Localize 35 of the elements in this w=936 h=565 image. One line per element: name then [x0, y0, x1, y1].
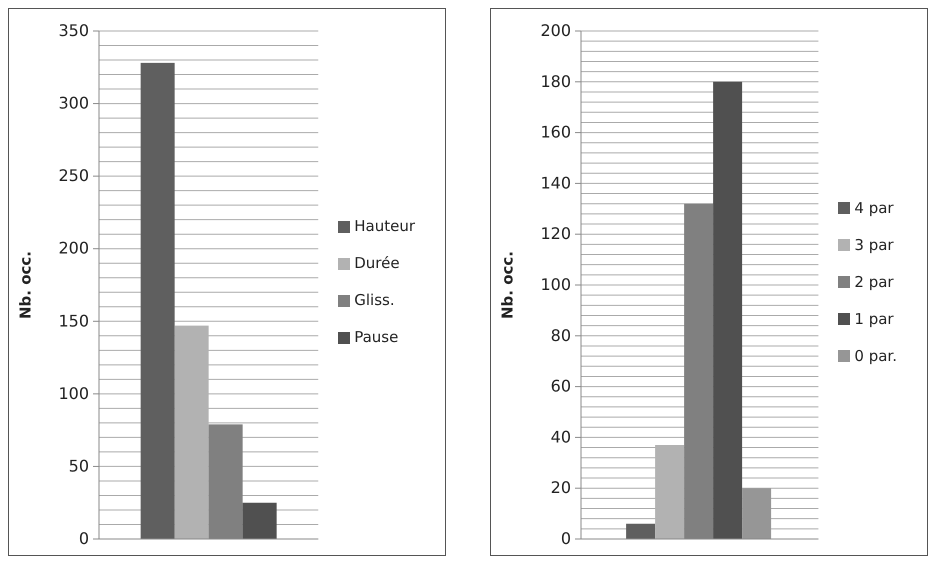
y-axis-title: Nb. occ. — [498, 251, 516, 319]
legend-label: Gliss. — [354, 291, 395, 309]
y-tick-label: 60 — [550, 376, 571, 396]
bar — [242, 502, 277, 539]
legend-label: Pause — [354, 328, 398, 346]
y-tick-label: 80 — [550, 326, 571, 345]
y-tick-label: 180 — [540, 72, 571, 91]
y-tick-label: 140 — [540, 173, 571, 192]
legend-label: Durée — [354, 254, 400, 272]
y-tick-label: 250 — [58, 166, 89, 186]
legend-label: 0 par. — [854, 346, 897, 364]
legend-label: 2 par — [854, 272, 894, 290]
y-tick-label: 200 — [58, 238, 89, 258]
y-tick-label: 50 — [68, 456, 89, 476]
y-tick-label: 200 — [540, 21, 571, 40]
bar — [713, 82, 742, 539]
legend-label: Hauteur — [354, 217, 415, 235]
y-tick-label: 160 — [540, 122, 571, 142]
legend-label: 1 par — [854, 310, 894, 328]
y-tick-label: 0 — [78, 529, 89, 548]
y-tick-label: 40 — [550, 427, 571, 446]
y-tick-label: 100 — [58, 384, 89, 403]
y-tick-label: 300 — [58, 94, 89, 113]
legend-label: 3 par — [854, 236, 894, 254]
y-tick-label: 20 — [550, 478, 571, 498]
legend-label: 4 par — [854, 198, 894, 216]
bar — [140, 62, 175, 539]
bar — [742, 488, 772, 539]
bar — [626, 524, 656, 539]
y-tick-label: 100 — [540, 275, 571, 294]
y-tick-label: 150 — [58, 311, 89, 330]
y-tick-label: 0 — [560, 529, 571, 548]
y-tick-label: 120 — [540, 224, 571, 244]
y-axis-title: Nb. occ. — [16, 251, 34, 319]
y-tick-label: 350 — [58, 21, 89, 40]
